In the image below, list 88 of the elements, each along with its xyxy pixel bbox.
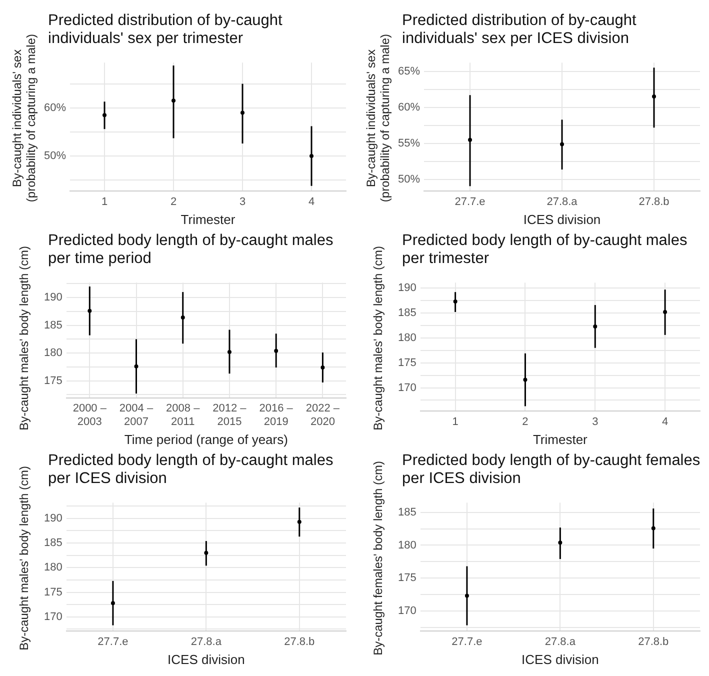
point: [274, 348, 278, 353]
y-tick-label: 180: [398, 332, 416, 344]
y-tick-label: 170: [44, 610, 62, 623]
y-tick-label: 175: [44, 374, 62, 387]
y-tick-label: 170: [398, 382, 416, 394]
x-tick-label: 2016 – 2019: [259, 402, 294, 428]
x-axis-title: ICES division: [168, 652, 245, 667]
chart-title: Predicted body length of by-caught males per trimester: [401, 231, 688, 269]
y-tick-label: 180: [398, 539, 416, 552]
x-axis-title: Trimester: [180, 212, 236, 227]
point: [523, 378, 528, 382]
x-tick-label: 3: [592, 416, 598, 428]
y-tick-label: 175: [44, 586, 62, 598]
y-axis-title: By-caught males' body length (cm): [17, 246, 31, 430]
x-tick-label: 4: [662, 416, 668, 428]
x-tick-label: 4: [308, 196, 315, 208]
x-tick-label: 27.8.a: [190, 636, 222, 648]
y-axis-title: By-caught females' body length (cm): [371, 460, 385, 656]
point: [110, 601, 115, 606]
x-tick-label: 2: [170, 196, 177, 208]
point: [464, 594, 469, 598]
chart-title: Predicted distribution of by-caught individuals' sex per trimester: [47, 11, 284, 49]
y-axis-title: By-caught individuals' sex (probability of capturing a male): [10, 34, 38, 202]
x-tick-label: 27.7.e: [454, 196, 486, 208]
point: [593, 324, 598, 328]
point: [310, 154, 314, 158]
x-axis-title: Trimester: [532, 432, 588, 447]
y-tick-label: 190: [44, 512, 62, 524]
x-tick-label: 2: [522, 416, 528, 428]
x-tick-label: 2004 – 2007: [119, 402, 154, 428]
x-tick-label: 3: [239, 196, 246, 208]
x-tick-label: 27.7.e: [98, 636, 128, 648]
y-tick-label: 185: [398, 506, 416, 518]
x-tick-label: 27.8.b: [638, 196, 670, 208]
point: [320, 365, 325, 370]
point: [663, 310, 668, 314]
y-axis-title: By-caught males' body length (cm): [17, 466, 31, 650]
y-tick-label: 185: [44, 537, 62, 550]
y-tick-label: 180: [44, 347, 62, 360]
chart-title: Predicted body length of by-caught females per ICES division: [401, 451, 702, 489]
x-tick-label: 27.8.b: [638, 636, 669, 648]
point: [453, 300, 458, 304]
point: [204, 550, 208, 555]
point: [227, 350, 232, 354]
y-axis-title: By-caught individuals' sex (probability of capturing a male): [364, 34, 392, 202]
x-tick-label: 27.8.b: [284, 636, 315, 648]
point: [558, 540, 562, 545]
y-axis-title: By-caught males' body length (cm): [371, 246, 385, 430]
x-tick-label: 2008 – 2011: [166, 402, 201, 428]
chart-title: Predicted body length of by-caught males per ICES division: [47, 451, 334, 489]
x-tick-label: 2012 – 2015: [212, 402, 248, 428]
point: [172, 98, 176, 103]
x-tick-label: 1: [101, 196, 108, 208]
x-tick-label: 27.8.a: [546, 196, 578, 208]
point: [180, 316, 185, 320]
y-tick-label: 185: [398, 307, 416, 320]
point: [468, 138, 472, 142]
y-tick-label: 55%: [398, 138, 420, 150]
y-tick-label: 50%: [44, 150, 66, 162]
point: [560, 142, 564, 146]
x-axis-title: ICES division: [523, 212, 601, 227]
point: [134, 364, 138, 368]
x-axis-title: ICES division: [522, 652, 599, 667]
x-tick-label: 1: [452, 416, 458, 428]
y-tick-label: 175: [398, 356, 416, 369]
x-tick-label: 27.7.e: [452, 636, 482, 648]
x-tick-label: 2022 – 2020: [306, 402, 340, 428]
point: [240, 110, 245, 115]
x-tick-label: 27.8.a: [544, 636, 576, 648]
point: [651, 526, 656, 530]
point: [297, 520, 302, 524]
y-tick-label: 170: [398, 604, 416, 617]
y-tick-label: 50%: [398, 174, 420, 186]
point: [102, 113, 107, 118]
chart-title: Predicted distribution of by-caught individuals' sex per ICES division: [401, 11, 638, 49]
y-tick-label: 185: [44, 319, 62, 332]
point: [652, 94, 656, 99]
y-tick-label: 60%: [398, 101, 420, 114]
y-tick-label: 190: [398, 282, 416, 294]
y-tick-label: 180: [44, 562, 62, 574]
point: [88, 308, 92, 313]
y-tick-label: 190: [44, 292, 62, 304]
y-tick-label: 175: [398, 572, 416, 584]
y-tick-label: 65%: [398, 65, 420, 78]
x-tick-label: 2000 – 2003: [72, 402, 108, 428]
chart-title: Predicted body length of by-caught males per time period: [47, 231, 334, 269]
y-tick-label: 60%: [44, 102, 66, 114]
x-axis-title: Time period (range of years): [124, 432, 288, 447]
